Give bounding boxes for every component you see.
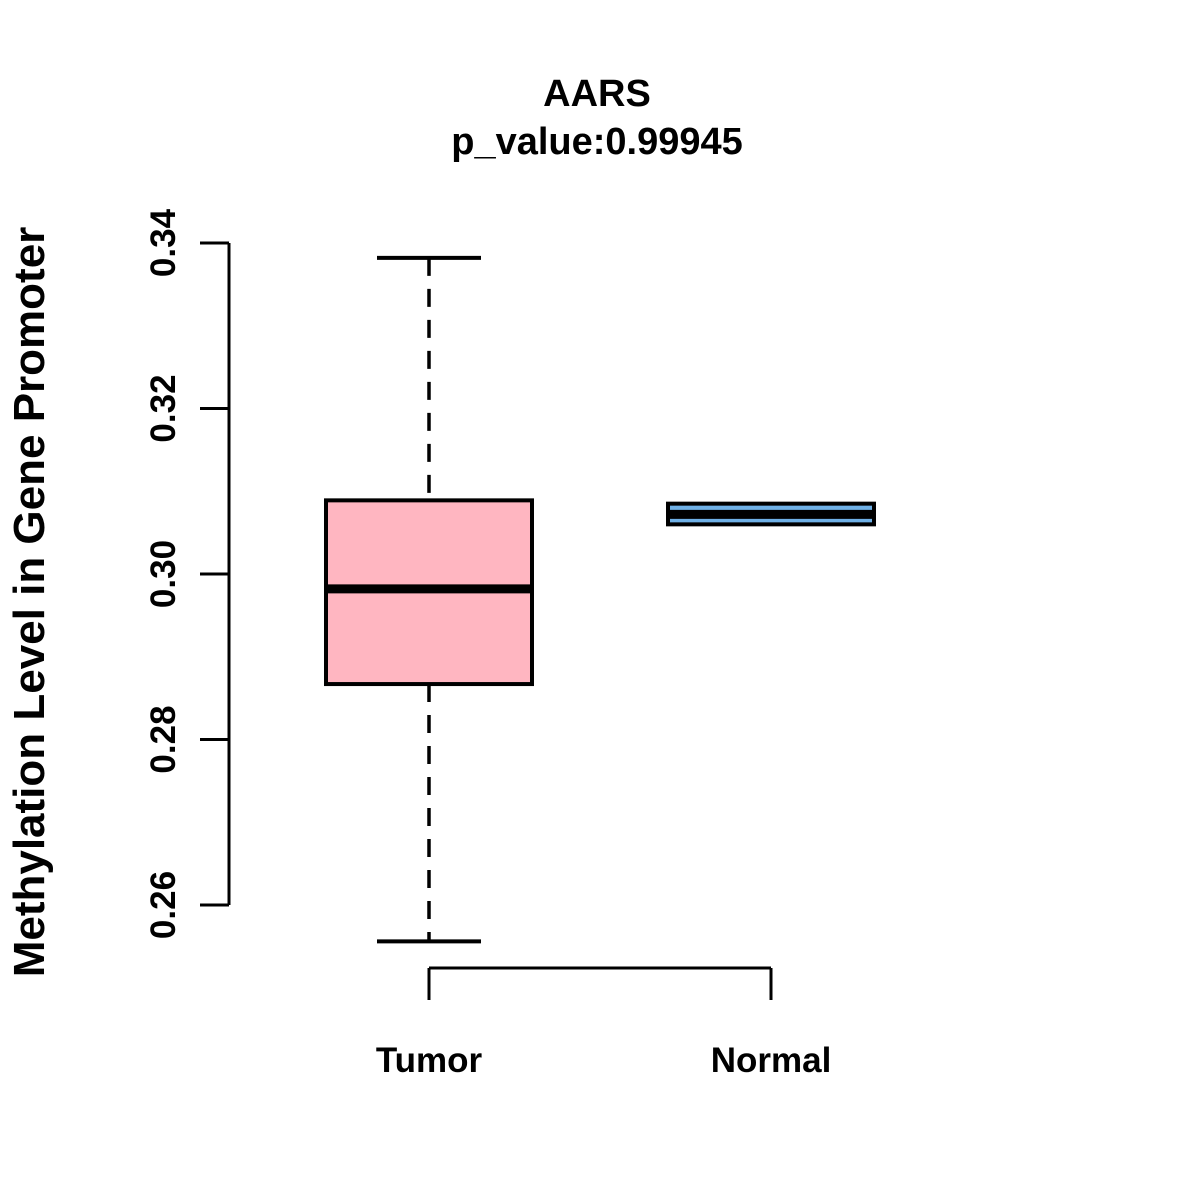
y-tick-label: 0.30 — [144, 540, 183, 608]
chart-subtitle: p_value:0.99945 — [451, 121, 743, 163]
y-tick-label: 0.32 — [144, 374, 183, 442]
y-axis-title: Methylation Level in Gene Promoter — [5, 226, 54, 978]
x-category-label: Normal — [711, 1041, 832, 1080]
chart-title-block: AARS p_value:0.99945 — [0, 70, 1194, 166]
y-tick-label: 0.26 — [144, 871, 183, 939]
y-tick-label: 0.28 — [144, 705, 183, 773]
chart-title: AARS — [543, 73, 651, 115]
y-tick-label: 0.34 — [144, 208, 183, 277]
x-category-label: Tumor — [376, 1041, 483, 1080]
